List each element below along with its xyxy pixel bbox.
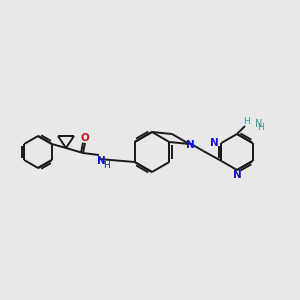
Text: N: N <box>232 170 242 180</box>
Text: N: N <box>210 138 218 148</box>
Text: N: N <box>255 119 262 129</box>
Text: H: H <box>244 116 250 125</box>
Text: N: N <box>186 140 195 150</box>
Text: H: H <box>258 124 264 133</box>
Text: O: O <box>81 133 89 143</box>
Text: H: H <box>103 160 110 169</box>
Text: N: N <box>97 156 105 166</box>
